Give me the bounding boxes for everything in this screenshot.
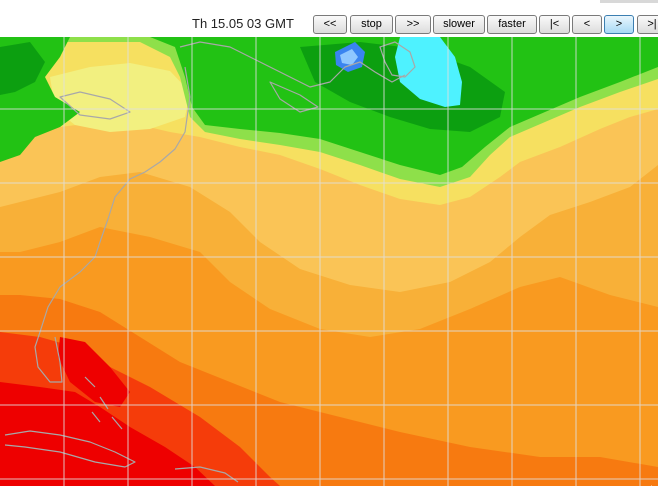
field-cyan — [395, 37, 462, 107]
coast-great-lakes — [59, 91, 131, 120]
weather-map[interactable] — [0, 37, 658, 486]
top-edge-tab — [600, 0, 658, 3]
stop-button[interactable]: stop — [350, 15, 393, 34]
first-frame-button[interactable]: |< — [539, 15, 570, 34]
coast-newfoundland — [379, 41, 416, 78]
field-pale-yellow — [50, 63, 190, 132]
field-dark-green-west — [0, 42, 45, 95]
slower-button[interactable]: slower — [433, 15, 485, 34]
faster-button[interactable]: faster — [487, 15, 537, 34]
field-deep-red-caribbean — [58, 337, 130, 407]
field-deep-red — [0, 382, 215, 486]
rewind-button[interactable]: << — [313, 15, 347, 34]
field-light-blue — [340, 49, 358, 65]
play-button[interactable]: >> — [395, 15, 431, 34]
coast-cuba — [4, 430, 136, 468]
coast-bahamas — [84, 376, 123, 430]
field-green — [0, 37, 658, 175]
last-frame-button[interactable]: >| — [637, 15, 658, 34]
lat-lon-grid — [0, 37, 658, 486]
previous-frame-button[interactable]: < — [572, 15, 602, 34]
coast-hispaniola — [174, 466, 239, 483]
weather-map-canvas — [0, 37, 658, 486]
forecast-timestamp: Th 15.05 03 GMT — [192, 16, 294, 31]
animation-toolbar: Th 15.05 03 GMT << stop >> slower faster… — [0, 0, 658, 37]
next-frame-button[interactable]: > — [604, 15, 634, 34]
